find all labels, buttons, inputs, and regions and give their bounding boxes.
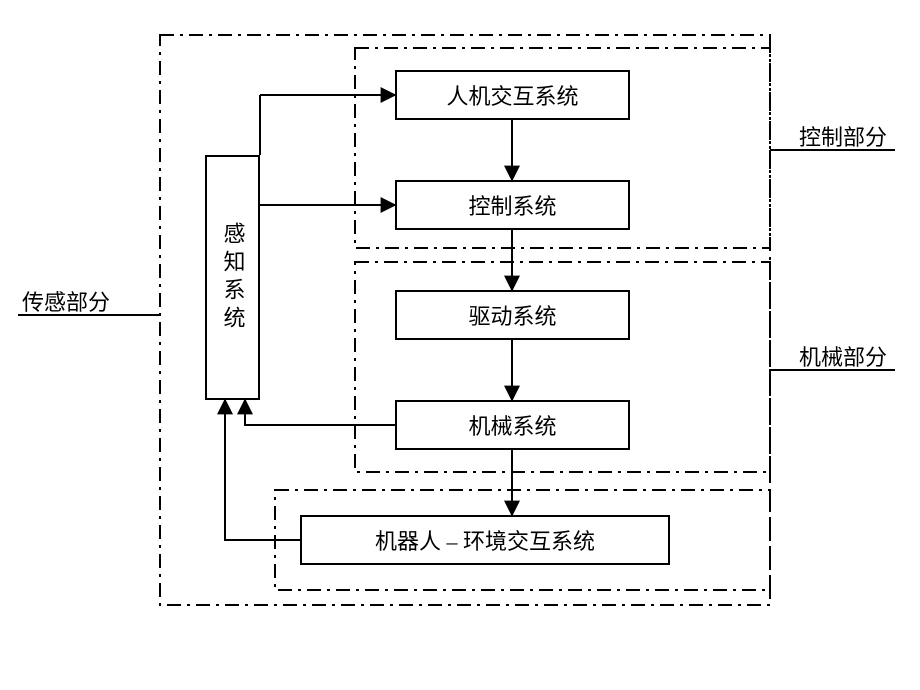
node-sense-label: 感知系统	[217, 222, 249, 334]
node-mech-label: 机械系统	[468, 409, 556, 441]
diagram-canvas: 感知系统 人机交互系统 控制系统 驱动系统 机械系统 机器人 – 环境交互系统 …	[0, 0, 920, 690]
node-drive-label: 驱动系统	[468, 299, 556, 331]
label-sensor-part: 传感部分	[18, 285, 114, 317]
node-ctrl: 控制系统	[395, 180, 630, 230]
node-hmi: 人机交互系统	[395, 70, 630, 120]
node-env: 机器人 – 环境交互系统	[300, 515, 670, 565]
node-drive: 驱动系统	[395, 290, 630, 340]
edge-env-sense	[225, 400, 300, 540]
node-ctrl-label: 控制系统	[468, 189, 556, 221]
node-mech: 机械系统	[395, 400, 630, 450]
label-control-part: 控制部分	[795, 120, 891, 152]
node-sense: 感知系统	[205, 155, 260, 400]
edge-mech-sense	[245, 400, 395, 425]
node-env-label: 机器人 – 环境交互系统	[375, 524, 595, 556]
node-hmi-label: 人机交互系统	[446, 79, 578, 111]
label-mech-part: 机械部分	[795, 340, 891, 372]
